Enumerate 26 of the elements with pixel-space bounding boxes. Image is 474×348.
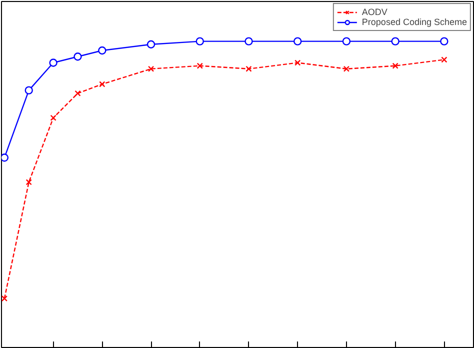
- point: [294, 60, 301, 66]
- legend-label: Proposed Coding Scheme: [362, 17, 467, 27]
- point: [440, 37, 448, 46]
- point: [98, 46, 106, 55]
- point: [99, 81, 106, 88]
- point: [74, 90, 81, 96]
- point: [146, 40, 156, 48]
- point: [2, 295, 8, 302]
- point: [24, 86, 33, 94]
- point: [246, 66, 252, 72]
- point: [49, 58, 58, 67]
- point: [441, 56, 448, 63]
- point: [148, 66, 154, 72]
- point: [343, 66, 350, 72]
- point: [342, 37, 351, 46]
- point: [26, 179, 32, 186]
- legend-label: AODV: [362, 7, 388, 17]
- point: [50, 114, 56, 121]
- point: [2, 154, 9, 162]
- point: [196, 37, 204, 46]
- point: [392, 62, 398, 69]
- point: [196, 62, 203, 69]
- point: [391, 37, 400, 46]
- point: [244, 37, 253, 46]
- point: [294, 37, 302, 46]
- point: [74, 52, 82, 61]
